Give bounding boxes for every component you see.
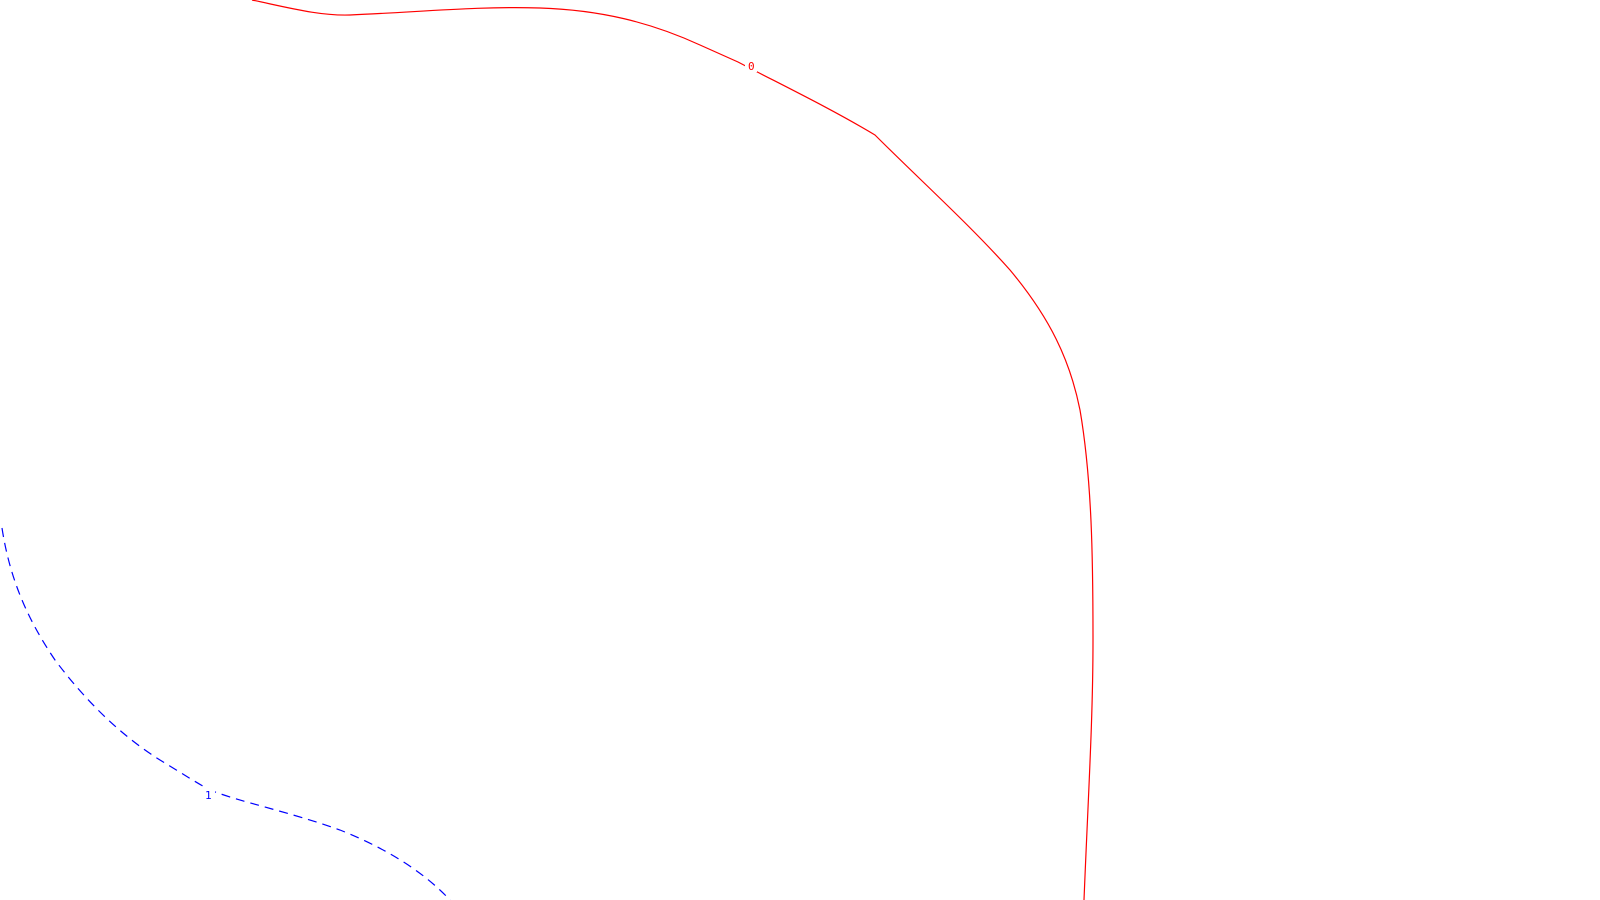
contour-line-0 bbox=[251, 0, 1094, 900]
contour-line-1 bbox=[1, 527, 451, 900]
contour-label-0-bg bbox=[745, 58, 757, 72]
contour-label-0: 0 bbox=[748, 60, 755, 73]
contour-label-1: 1 bbox=[205, 789, 212, 802]
contour-label-1-bg bbox=[203, 787, 215, 801]
